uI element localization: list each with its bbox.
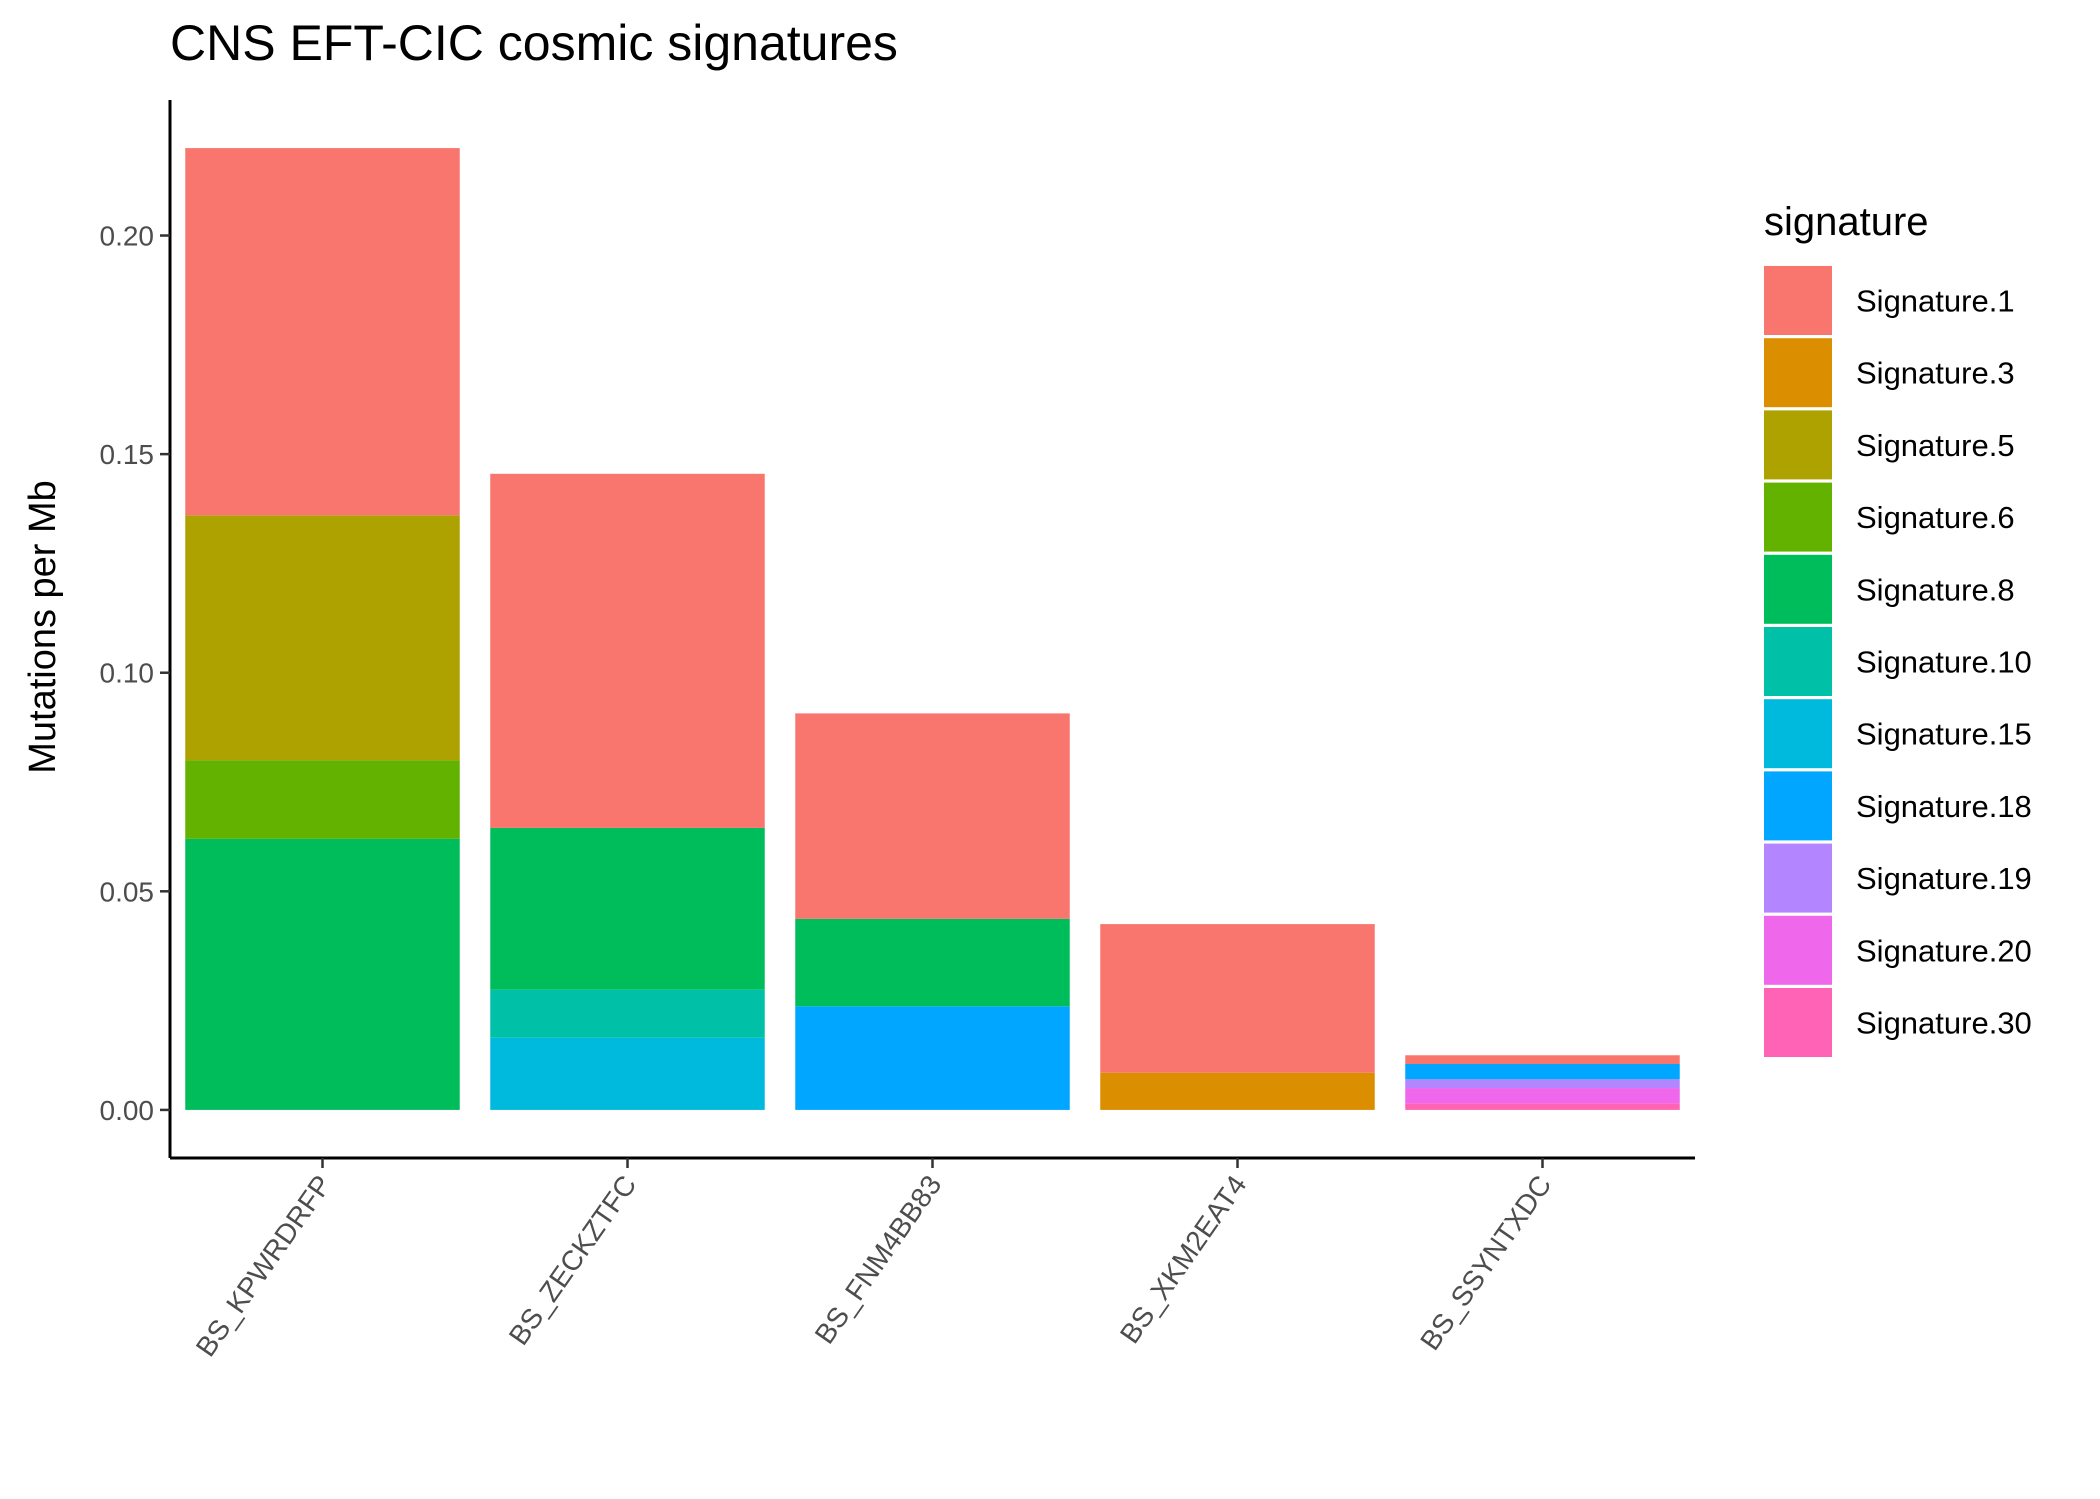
legend-title: signature (1764, 200, 1929, 244)
legend-key-signature-10 (1764, 627, 1832, 696)
legend-key-signature-6 (1764, 482, 1832, 552)
chart-title: CNS EFT-CIC cosmic signatures (170, 15, 898, 71)
legend-key-signature-5 (1764, 410, 1832, 480)
bar-segment-signature-1-4 (1405, 1055, 1680, 1064)
legend-key-signature-8 (1764, 554, 1832, 624)
bar-segment-signature-20-4 (1405, 1088, 1680, 1104)
bar-segment-signature-8-1 (490, 827, 765, 990)
bar-segment-signature-19-4 (1405, 1079, 1680, 1089)
y-tick-label: 0.10 (100, 658, 155, 689)
y-tick-label: 0.20 (100, 221, 155, 252)
x-tick-label: BS_XKM2EAT4 (1114, 1170, 1252, 1349)
legend-key-signature-20 (1764, 915, 1832, 985)
bar-segment-signature-1-0 (185, 148, 460, 516)
legend-key-signature-18 (1764, 771, 1832, 841)
bar-segment-signature-3-3 (1100, 1072, 1375, 1110)
bar-segment-signature-18-4 (1405, 1064, 1680, 1080)
legend: signature Signature.1 Signature.3 Signatur… (1764, 200, 2032, 1057)
bar-segment-signature-18-2 (795, 1006, 1070, 1110)
legend-key-signature-30 (1764, 988, 1832, 1057)
legend-label-signature-19: Signature.19 (1856, 861, 2032, 896)
bar-segment-signature-1-1 (490, 473, 765, 828)
legend-key-signature-1 (1764, 266, 1832, 335)
legend-label-signature-15: Signature.15 (1856, 717, 2032, 752)
legend-key-signature-3 (1764, 338, 1832, 408)
legend-label-signature-20: Signature.20 (1856, 933, 2032, 968)
y-tick-label: 0.05 (100, 876, 155, 907)
legend-label-signature-18: Signature.18 (1856, 789, 2032, 824)
bar-segment-signature-30-4 (1405, 1103, 1680, 1110)
legend-key-signature-15 (1764, 699, 1832, 769)
legend-label-signature-3: Signature.3 (1856, 356, 2015, 391)
legend-label-signature-5: Signature.5 (1856, 428, 2015, 463)
legend-label-signature-30: Signature.30 (1856, 1006, 2032, 1041)
bars-group (185, 148, 1680, 1110)
bar-segment-signature-8-0 (185, 838, 460, 1110)
legend-label-signature-10: Signature.10 (1856, 645, 2032, 680)
x-tick-label: BS_KPWRDRFP (190, 1170, 338, 1362)
legend-label-signature-8: Signature.8 (1856, 572, 2015, 607)
legend-key-signature-19 (1764, 843, 1832, 913)
y-tick-label: 0.15 (100, 439, 155, 470)
bar-segment-signature-6-0 (185, 760, 460, 839)
legend-label-signature-1: Signature.1 (1856, 284, 2015, 319)
bar-segment-signature-5-0 (185, 515, 460, 761)
bar-segment-signature-1-3 (1100, 924, 1375, 1073)
x-tick-label: BS_FNM4BB83 (809, 1170, 948, 1350)
y-axis-title: Mutations per Mb (22, 480, 64, 774)
bar-segment-signature-10-1 (490, 989, 765, 1038)
bar-segment-signature-1-2 (795, 713, 1070, 919)
bar-segment-signature-15-1 (490, 1037, 765, 1110)
x-tick-label: BS_ZECKZTFC (503, 1170, 643, 1351)
bar-segment-signature-8-2 (795, 918, 1070, 1007)
x-tick-label: BS_SSYNTXDC (1414, 1170, 1557, 1356)
legend-label-signature-6: Signature.6 (1856, 500, 2015, 535)
y-tick-label: 0.00 (100, 1095, 155, 1126)
